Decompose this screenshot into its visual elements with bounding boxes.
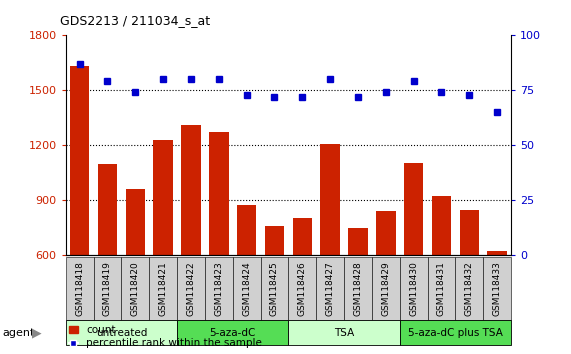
Bar	[181, 125, 200, 255]
Text: GSM118423: GSM118423	[214, 261, 223, 316]
Text: 5-aza-dC: 5-aza-dC	[210, 328, 256, 338]
Bar	[320, 144, 340, 255]
Text: GDS2213 / 211034_s_at: GDS2213 / 211034_s_at	[60, 14, 210, 27]
Text: 5-aza-dC plus TSA: 5-aza-dC plus TSA	[408, 328, 503, 338]
Text: GSM118420: GSM118420	[131, 261, 140, 316]
Text: GSM118432: GSM118432	[465, 261, 474, 316]
Text: GSM118419: GSM118419	[103, 261, 112, 316]
Bar	[348, 228, 368, 255]
Text: ▶: ▶	[32, 326, 42, 339]
Text: GSM118425: GSM118425	[270, 261, 279, 316]
Text: GSM118422: GSM118422	[186, 261, 195, 316]
Bar	[488, 251, 507, 255]
Bar	[432, 196, 451, 255]
Bar	[126, 189, 145, 255]
Text: GSM118421: GSM118421	[159, 261, 168, 316]
Text: GSM118430: GSM118430	[409, 261, 418, 316]
Bar	[404, 162, 423, 255]
Legend: count, percentile rank within the sample: count, percentile rank within the sample	[65, 321, 266, 352]
Bar	[376, 211, 396, 255]
Text: GSM118429: GSM118429	[381, 261, 391, 316]
Text: GSM118428: GSM118428	[353, 261, 363, 316]
Text: untreated: untreated	[96, 328, 147, 338]
Text: GSM118418: GSM118418	[75, 261, 84, 316]
Bar	[70, 65, 89, 255]
Bar	[98, 164, 117, 255]
Text: TSA: TSA	[334, 328, 354, 338]
Bar	[209, 132, 228, 255]
Text: agent: agent	[3, 328, 35, 338]
Text: GSM118427: GSM118427	[325, 261, 335, 316]
Bar	[292, 218, 312, 255]
Bar	[265, 225, 284, 255]
Bar	[460, 210, 479, 255]
Text: GSM118431: GSM118431	[437, 261, 446, 316]
Text: GSM118433: GSM118433	[493, 261, 502, 316]
Bar	[237, 205, 256, 255]
Text: GSM118426: GSM118426	[297, 261, 307, 316]
Text: GSM118424: GSM118424	[242, 261, 251, 316]
Bar	[154, 139, 173, 255]
